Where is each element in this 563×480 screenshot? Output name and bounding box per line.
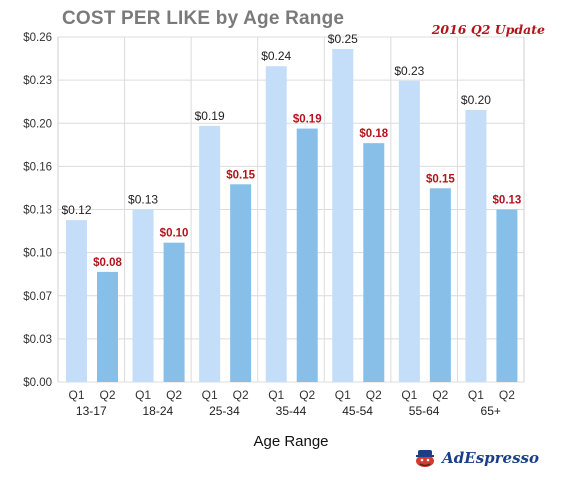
bar-q1 <box>265 66 287 382</box>
x-axis-title: Age Range <box>253 433 328 450</box>
x-series-label: Q1 <box>468 388 484 402</box>
y-tick-label: $0.13 <box>23 205 52 217</box>
data-label: $0.12 <box>61 203 91 217</box>
adespresso-logo: AdEspresso <box>414 448 539 468</box>
y-tick-label: $0.26 <box>23 32 52 44</box>
bar-q2 <box>97 271 118 382</box>
x-series-label: Q2 <box>366 388 382 402</box>
logo-text: AdEspresso <box>442 449 539 467</box>
x-series-label: Q2 <box>166 388 182 402</box>
bar-q2 <box>496 209 518 382</box>
x-category-label: 55-64 <box>409 404 440 418</box>
y-tick-label: $0.00 <box>23 377 52 389</box>
mascot-icon <box>416 450 435 467</box>
x-series-label: Q1 <box>268 388 284 402</box>
bar-q1 <box>132 209 154 382</box>
x-series-label: Q2 <box>99 388 115 402</box>
data-label: $0.15 <box>426 173 455 185</box>
bar-q2 <box>363 143 385 382</box>
data-label: $0.08 <box>93 257 122 269</box>
y-tick-label: $0.10 <box>23 248 52 260</box>
data-label: $0.20 <box>461 93 491 107</box>
bar-q1 <box>465 109 487 382</box>
data-label: $0.10 <box>160 228 189 240</box>
x-series-label: Q2 <box>233 388 249 402</box>
bar-q2 <box>230 184 252 382</box>
y-tick-label: $0.20 <box>23 118 52 130</box>
data-label: $0.18 <box>359 128 388 140</box>
x-series-label: Q1 <box>135 388 151 402</box>
data-label: $0.24 <box>261 49 291 63</box>
x-series-label: Q1 <box>68 388 84 402</box>
chart-subtitle: 2016 Q2 Update <box>431 22 545 37</box>
bar-q1 <box>199 125 221 383</box>
x-category-label: 65+ <box>481 404 501 418</box>
x-category-label: 45-54 <box>342 404 373 418</box>
data-label: $0.15 <box>226 169 255 181</box>
bar-q1 <box>66 220 87 382</box>
bar-q1 <box>398 80 420 383</box>
bar-q2 <box>296 128 318 382</box>
y-tick-label: $0.07 <box>23 291 52 303</box>
data-label: $0.19 <box>293 114 322 126</box>
x-category-label: 13-17 <box>76 404 107 418</box>
bar-q2 <box>163 242 185 382</box>
y-tick-label: $0.03 <box>23 334 52 346</box>
bar-q2 <box>429 188 451 382</box>
x-category-label: 18-24 <box>143 404 174 418</box>
x-series-label: Q1 <box>401 388 417 402</box>
data-label: $0.25 <box>328 32 358 46</box>
chart-title: COST PER LIKE by Age Range <box>62 8 345 29</box>
x-series-label: Q1 <box>202 388 218 402</box>
data-label: $0.13 <box>128 193 158 207</box>
x-series-label: Q2 <box>499 388 515 402</box>
data-label: $0.13 <box>493 195 522 207</box>
data-label: $0.19 <box>195 109 225 123</box>
x-series-label: Q2 <box>432 388 448 402</box>
y-tick-label: $0.23 <box>23 75 52 87</box>
bar-q1 <box>332 48 354 382</box>
x-series-label: Q1 <box>335 388 351 402</box>
x-category-label: 25-34 <box>209 404 240 418</box>
x-category-label: 35-44 <box>276 404 307 418</box>
data-label: $0.23 <box>394 64 424 78</box>
x-series-label: Q2 <box>299 388 315 402</box>
y-tick-label: $0.16 <box>23 161 52 173</box>
